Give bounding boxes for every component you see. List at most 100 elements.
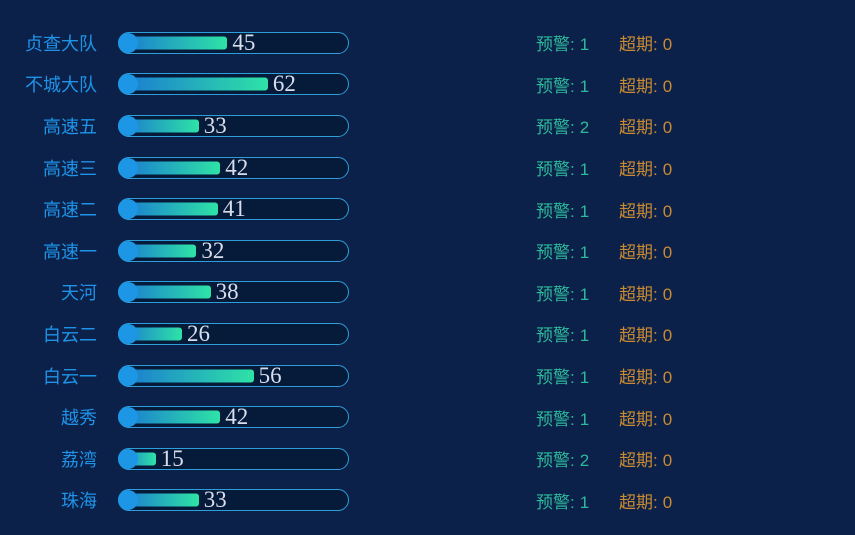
overdue-value: 0 [662,160,673,180]
overdue-value: 0 [662,118,673,138]
bar-track[interactable]: 33 [118,114,349,137]
bar-track[interactable]: 42 [118,154,349,180]
overdue-stat: 超期: 0 [619,155,672,180]
bar-value: 45 [232,29,256,55]
overdue-value: 0 [662,243,673,263]
bar-cap-circle-icon [118,490,138,511]
bar-value: 32 [201,237,225,263]
overdue-stat: 超期: 0 [619,280,672,305]
bar-value: 41 [222,196,246,222]
warning-label: 预警: [536,118,575,138]
brigade-row: 白云二 26 预警: 1 超期: 0 [0,313,855,355]
brigade-label: 不城大队 [25,75,97,96]
warning-stat: 预警: 2 [536,113,619,138]
bar-fill [120,36,228,50]
bar-track[interactable]: 26 [118,320,349,346]
bar-track[interactable]: 32 [118,237,349,263]
bar-value: 62 [272,71,296,97]
bar-value: 56 [258,362,282,388]
overdue-label: 超期: [619,284,658,304]
overdue-stat: 超期: 0 [619,488,672,513]
overdue-value: 0 [662,201,673,221]
bar-cap-circle-icon [118,199,138,220]
warning-value: 1 [579,243,590,263]
brigade-label: 白云一 [43,366,97,387]
overdue-label: 超期: [619,451,658,471]
brigade-label: 高速二 [43,200,97,221]
brigade-row: 越秀 42 预警: 1 超期: 0 [0,396,855,438]
warning-label: 预警: [536,492,575,512]
warning-value: 1 [579,284,590,304]
bar-value: 26 [187,320,211,346]
warning-value: 1 [579,326,590,346]
brigade-row: 高速五 33 预警: 2 超期: 0 [0,105,855,147]
brigade-row: 高速二 41 预警: 1 超期: 0 [0,188,855,230]
overdue-stat: 超期: 0 [619,321,672,346]
warning-stat: 预警: 1 [536,280,619,305]
bar-cap-circle-icon [118,448,138,469]
bar-fill [120,285,211,299]
overdue-value: 0 [662,35,673,55]
overdue-stat: 超期: 0 [619,113,672,138]
bar-track[interactable]: 15 [118,447,349,470]
warning-label: 预警: [536,160,575,180]
overdue-label: 超期: [619,368,658,388]
overdue-label: 超期: [619,409,658,429]
overdue-stat: 超期: 0 [619,238,672,263]
bar-track[interactable]: 45 [118,29,349,55]
warning-stat: 预警: 1 [536,363,619,388]
overdue-label: 超期: [619,326,658,346]
bar-value: 33 [203,487,227,513]
warning-label: 预警: [536,243,575,263]
bar-value: 42 [225,154,249,180]
brigade-label: 高速三 [43,158,97,179]
bar-track[interactable]: 62 [118,71,349,97]
brigade-row: 珠海 33 预警: 1 超期: 0 [0,480,855,522]
overdue-label: 超期: [619,492,658,512]
brigade-bar-list: 贞查大队 45 预警: 1 超期: 0 不城大队 62 预警: 1 超期: 0 高速五 … [0,22,855,521]
bar-track[interactable]: 56 [118,362,349,388]
overdue-label: 超期: [619,76,658,96]
warning-value: 1 [579,368,590,388]
bar-cap-circle-icon [118,282,138,303]
bar-cap-circle-icon [118,74,138,95]
warning-label: 预警: [536,76,575,96]
warning-label: 预警: [536,409,575,429]
warning-stat: 预警: 1 [536,30,619,55]
brigade-label: 天河 [61,283,97,304]
bar-track[interactable]: 41 [118,196,349,222]
warning-stat: 预警: 1 [536,488,619,513]
overdue-label: 超期: [619,35,658,55]
overdue-stat: 超期: 0 [619,446,672,471]
brigade-label: 白云二 [43,324,97,345]
warning-value: 2 [579,118,590,138]
warning-label: 预警: [536,451,575,471]
brigade-label: 高速一 [43,241,97,262]
brigade-label: 珠海 [61,491,97,512]
overdue-label: 超期: [619,118,658,138]
bar-value: 38 [215,279,239,305]
bar-fill [120,410,221,424]
brigade-row: 白云一 56 预警: 1 超期: 0 [0,355,855,397]
brigade-label: 越秀 [61,408,97,429]
bar-track[interactable]: 42 [118,405,349,429]
warning-label: 预警: [536,326,575,346]
warning-stat: 预警: 1 [536,405,619,430]
overdue-stat: 超期: 0 [619,72,672,97]
overdue-stat: 超期: 0 [619,197,672,222]
bar-track[interactable]: 38 [118,279,349,305]
bar-track[interactable]: 33 [118,487,349,513]
bar-cap-circle-icon [118,115,138,136]
warning-stat: 预警: 1 [536,321,619,346]
overdue-value: 0 [662,76,673,96]
warning-stat: 预警: 1 [536,72,619,97]
bar-fill [120,161,221,175]
bar-fill [120,77,268,91]
brigade-label: 贞查大队 [25,33,97,54]
overdue-stat: 超期: 0 [619,405,672,430]
overdue-label: 超期: [619,243,658,263]
bar-fill [120,202,218,216]
warning-value: 1 [579,492,590,512]
bar-cap-circle-icon [118,365,138,386]
